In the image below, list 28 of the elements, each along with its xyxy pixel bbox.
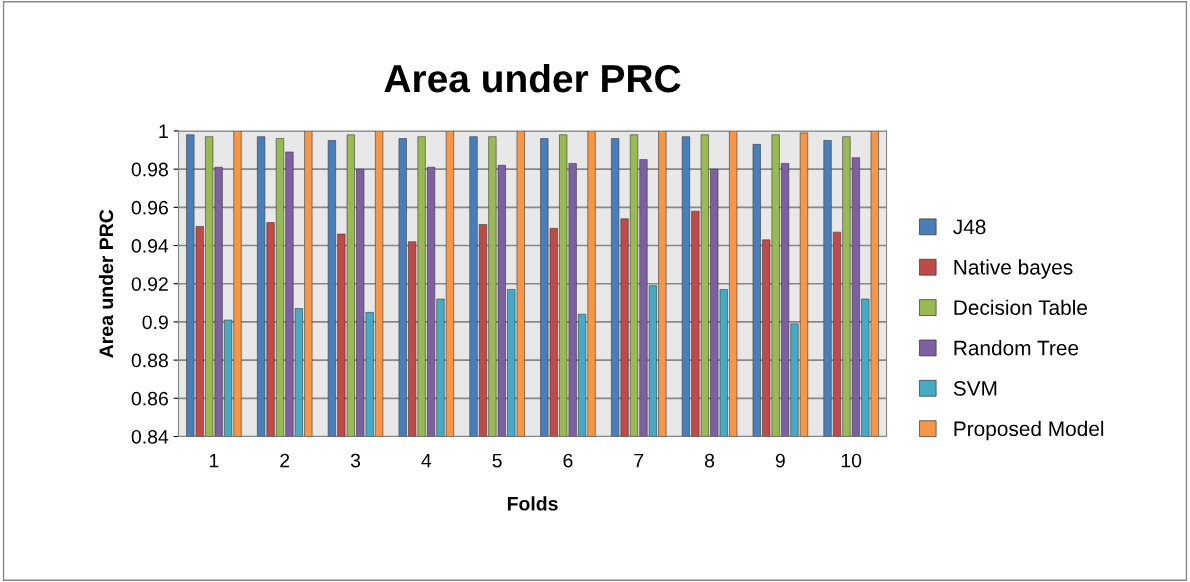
chart-title: Area under PRC (384, 63, 681, 93)
y-tick-label: 0.9 (142, 315, 168, 330)
y-tick-label: 0.92 (131, 277, 168, 291)
x-tick-label: 1 (209, 453, 219, 468)
x-tick-label: 2 (280, 453, 290, 468)
x-tick-label: 5 (492, 453, 502, 468)
legend-label: Proposed Model (954, 420, 1104, 441)
legend-label: Random Tree (954, 340, 1079, 356)
x-axis-title: Folds (507, 496, 558, 511)
x-tick-label: 9 (775, 453, 785, 468)
legend-label: J48 (953, 219, 986, 235)
x-tick-label: 4 (421, 453, 432, 468)
x-tick-label: 3 (350, 453, 361, 468)
y-tick-label: 1 (159, 124, 168, 138)
x-tick-label: 10 (841, 453, 862, 468)
y-tick-label: 0.86 (131, 391, 168, 406)
y-tick-label: 0.88 (131, 353, 168, 368)
y-tick-label: 0.96 (131, 200, 168, 215)
y-tick-label: 0.84 (131, 429, 169, 444)
y-tick-label: 0.94 (131, 239, 169, 253)
legend-label: Native bayes (954, 259, 1073, 279)
legend-label: Decision Table (954, 299, 1087, 316)
y-axis-title: Area under PRC (98, 209, 114, 358)
x-tick-label: 6 (563, 453, 573, 468)
x-tick-label: 8 (704, 453, 715, 468)
y-tick-label: 0.98 (131, 162, 168, 177)
x-tick-label: 7 (634, 453, 644, 468)
legend-label: SVM (953, 381, 997, 396)
